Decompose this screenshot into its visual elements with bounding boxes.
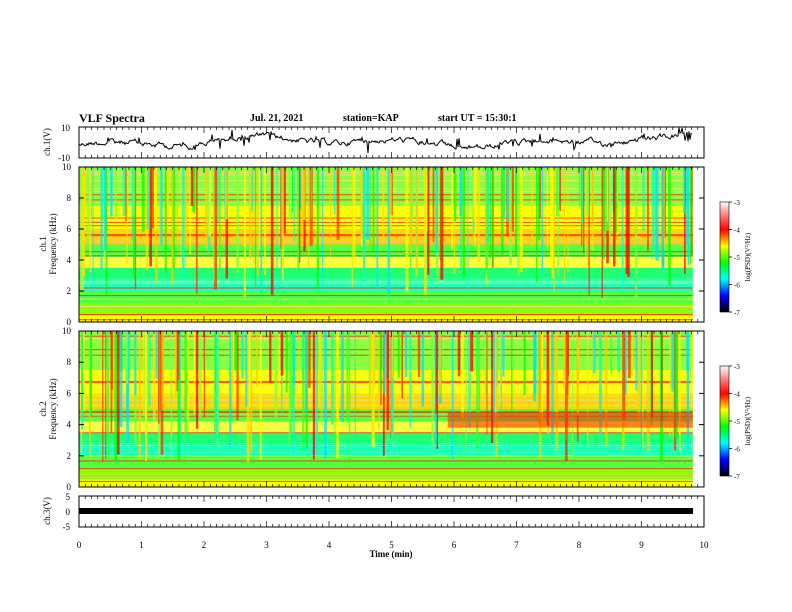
ch2-spec-ylabel-1: ch.2	[38, 401, 48, 416]
ch1-colorbar-tick: -5	[734, 254, 740, 262]
ch2-colorbar-tick: -3	[734, 363, 740, 371]
ch3-ytick-bottom: -5	[63, 522, 71, 532]
ch1-spec-ylabel-2: Frequency (kHz)	[48, 213, 58, 274]
x-tick-label: 7	[514, 540, 519, 550]
ch2-spec-ytick: 2	[67, 451, 72, 461]
ch2-colorbar-label: log(PSD)(V²/Hz)	[744, 396, 752, 445]
ch1-colorbar-tick: -7	[734, 309, 740, 317]
ch1-ytick-bottom: -10	[58, 153, 70, 163]
x-tick-label: 0	[77, 540, 82, 550]
ch1-colorbar-tick: -6	[734, 282, 740, 290]
ch1-colorbar-label: log(PSD)(V²/Hz)	[744, 232, 752, 281]
ch1-spec-ytick: 6	[67, 224, 72, 234]
ch1-spec-ytick: 2	[67, 286, 72, 296]
ch2-spec-ytick: 4	[67, 420, 72, 430]
ch2-spec-ytick: 0	[67, 482, 72, 492]
ch1-colorbar-tick: -4	[734, 227, 740, 235]
ch2-spectrogram-image	[79, 331, 694, 487]
x-tick-marks	[78, 127, 705, 527]
ch2-spec-ytick: 6	[67, 388, 72, 398]
x-tick-label: 2	[202, 540, 207, 550]
ch2-spec-ylabel-2: Frequency (kHz)	[48, 378, 58, 439]
chart-title: VLF Spectra	[79, 111, 145, 125]
ch1-spec-ytick: 8	[67, 193, 72, 203]
ch1-ytick-top: 10	[61, 123, 71, 133]
ch2-spec-ytick: 10	[62, 326, 72, 336]
x-tick-labels: 0 1 2 3 4 5 6 7 8 9 10	[77, 540, 709, 550]
ch2-colorbar	[719, 365, 730, 477]
ch3-ytick-top: 5	[66, 492, 71, 502]
ch2-colorbar-tick: -6	[734, 446, 740, 454]
ch1-spectrogram-image	[79, 167, 693, 323]
ch3-ylabel: ch.3(V)	[42, 497, 52, 525]
x-tick-label: 9	[639, 540, 644, 550]
ch1-spec-ytick: 10	[62, 162, 72, 172]
ch1-spec-ylabel-1: ch.1	[38, 236, 48, 251]
x-tick-label: 6	[452, 540, 457, 550]
x-axis-label: Time (min)	[369, 549, 412, 559]
x-tick-label: 1	[139, 540, 144, 550]
start-time-label: start UT = 15:30:1	[438, 113, 517, 124]
ch2-colorbar-tick: -7	[734, 473, 740, 481]
x-tick-label: 10	[700, 540, 710, 550]
x-tick-label: 5	[389, 540, 394, 550]
ch2-colorbar-tick: -5	[734, 418, 740, 426]
ch1-waveform-line	[78, 127, 693, 153]
ch3-ytick-mid: 0	[66, 507, 71, 517]
x-tick-label: 3	[264, 540, 269, 550]
ch1-ylabel: ch.1(V)	[42, 128, 52, 156]
ch2-colorbar-tick: -4	[734, 391, 740, 399]
x-tick-label: 4	[327, 540, 332, 550]
ch1-colorbar-tick: -3	[734, 199, 740, 207]
date-label: Jul. 21, 2021	[250, 113, 304, 124]
ch3-waveform-band	[79, 508, 693, 514]
station-label: station=KAP	[343, 113, 399, 124]
x-tick-label: 8	[577, 540, 582, 550]
ch1-colorbar	[719, 201, 730, 313]
ch1-spec-ytick: 0	[67, 317, 72, 327]
ch1-spec-ytick: 4	[67, 255, 72, 265]
ch2-spec-ytick: 8	[67, 357, 72, 367]
